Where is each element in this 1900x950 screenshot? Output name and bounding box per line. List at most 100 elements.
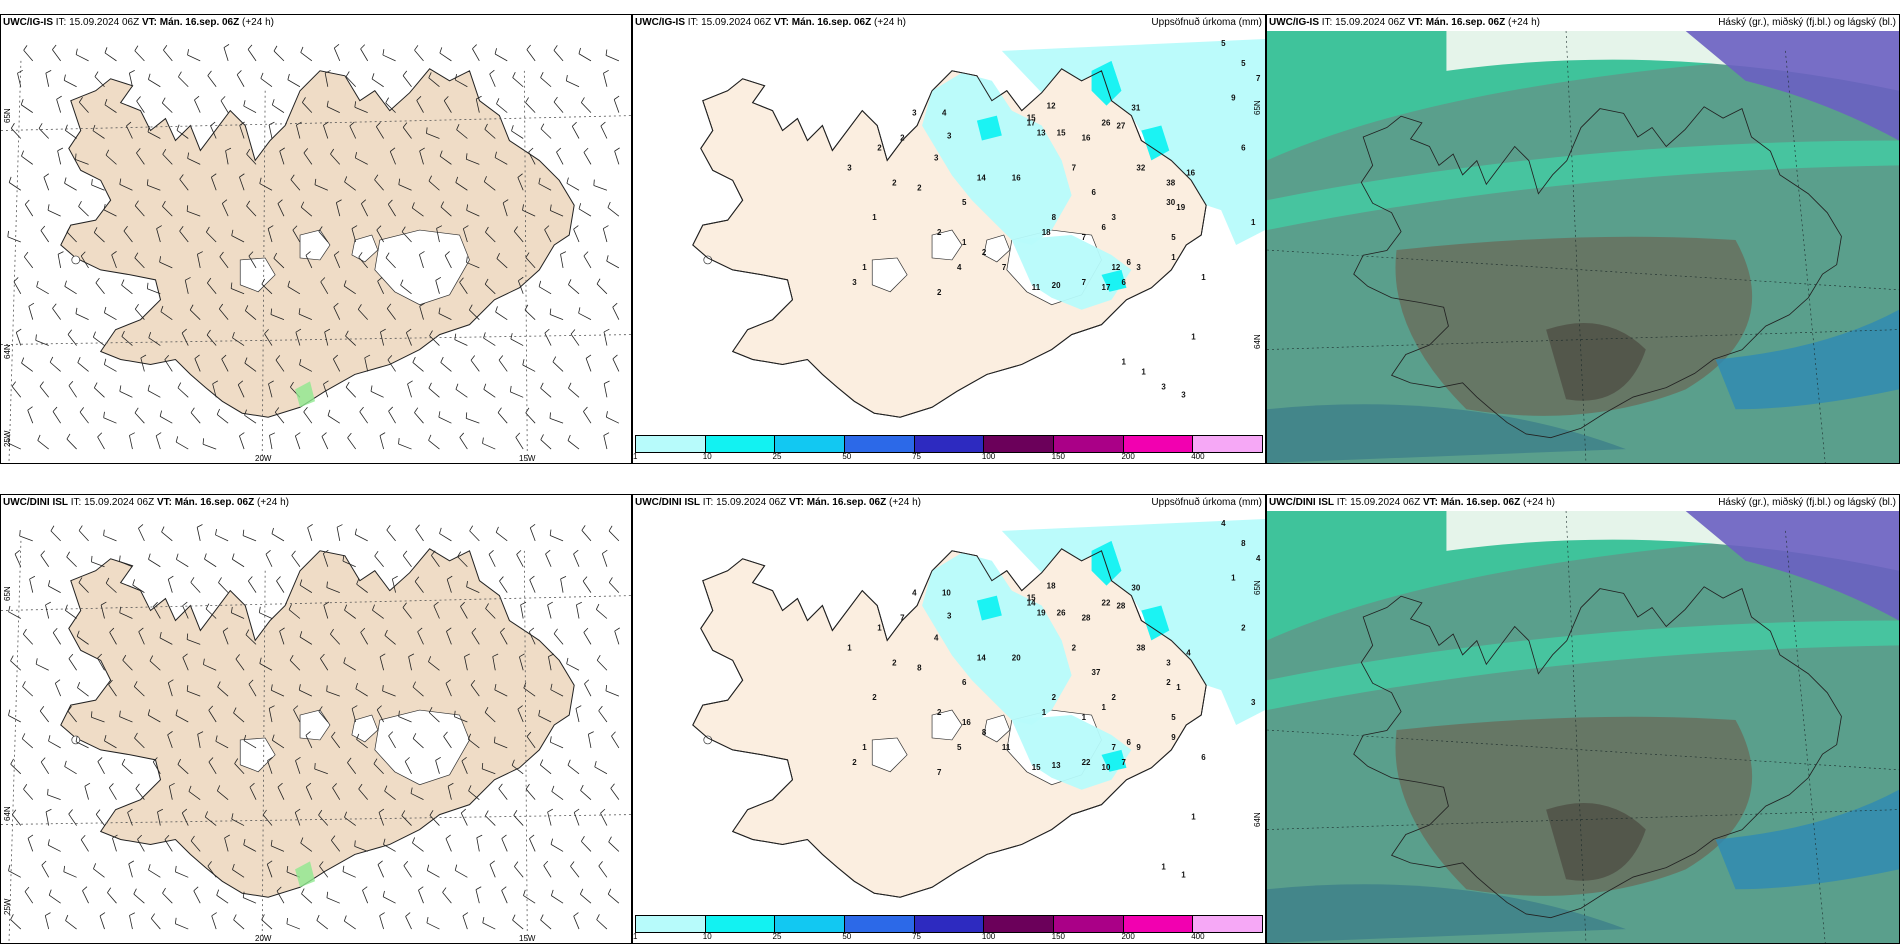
precip-value-label: 7 [1002, 263, 1007, 272]
cloud-map[interactable] [1267, 31, 1899, 463]
precip-value-label: 1 [1251, 218, 1256, 227]
wind-map[interactable] [1, 31, 631, 463]
colorbar-swatch [1193, 436, 1263, 452]
lon-label-15w: 15W [519, 454, 536, 463]
precip-value-label: 14 [977, 653, 986, 662]
precip-value-label: 15 [1027, 594, 1036, 603]
precip-value-label: 6 [1126, 738, 1131, 747]
precip-value-label: 6 [1102, 223, 1107, 232]
precip-value-label: 1 [1082, 713, 1087, 722]
precip-value-label: 7 [1082, 233, 1087, 242]
lon-label-25w: 25W [3, 430, 12, 447]
colorbar-tick-label: 75 [912, 452, 922, 461]
precip-value-label: 3 [1181, 390, 1186, 399]
precip-value-label: 1 [1191, 813, 1196, 822]
precip-value-label: 1 [1161, 862, 1166, 871]
cloud-map-svg [1267, 31, 1899, 463]
colorbar-swatch [636, 436, 706, 452]
precip-value-label: 2 [937, 288, 942, 297]
precip-value-label: 14 [1027, 599, 1036, 608]
lat-label-65n: 65N [1253, 580, 1262, 595]
precip-value-label: 2 [917, 183, 922, 192]
precip-value-label: 2 [852, 758, 857, 767]
precip-value-label: 6 [1126, 258, 1131, 267]
wind-map-panel-row1: UWC/IG-IS IT: 15.09.2024 06Z VT: Mán. 16… [0, 14, 632, 464]
precip-value-label: 4 [912, 589, 917, 598]
panel-header: UWC/IG-IS IT: 15.09.2024 06Z VT: Mán. 16… [1, 15, 631, 31]
precip-value-label: 1 [1171, 253, 1176, 262]
panel-header: UWC/DINI ISL IT: 15.09.2024 06Z VT: Mán.… [633, 495, 1265, 511]
lon-label-20w: 20W [255, 934, 272, 943]
colorbar-swatch [984, 916, 1055, 932]
precip-value-label: 31 [1131, 104, 1140, 113]
precip-colorbar: 1 10 25 50 75 100 150 200 400 [633, 915, 1265, 943]
precip-value-label: 26 [1057, 609, 1066, 618]
colorbar-swatch [845, 436, 915, 452]
precip-value-label: 3 [1111, 213, 1116, 222]
precip-map-panel-row1: UWC/IG-IS IT: 15.09.2024 06Z VT: Mán. 16… [632, 14, 1266, 464]
precip-value-label: 1 [877, 623, 882, 632]
lat-label-65n: 65N [1253, 100, 1262, 115]
precip-value-label: 15 [1027, 114, 1036, 123]
precip-value-label: 8 [982, 728, 987, 737]
lat-label-64n: 64N [3, 806, 12, 821]
precip-value-label: 4 [1221, 519, 1226, 528]
precip-value-label: 3 [947, 132, 952, 141]
precip-value-label: 20 [1012, 653, 1021, 662]
precip-value-label: 8 [1241, 539, 1246, 548]
panel-header: UWC/IG-IS IT: 15.09.2024 06Z VT: Mán. 16… [633, 15, 1265, 31]
colorbar-swatch [1193, 916, 1263, 932]
lat-lon-grid [1, 60, 631, 463]
precip-value-label: 7 [1082, 278, 1087, 287]
wind-barbs-map [1, 44, 631, 463]
colorbar-tick-label: 200 [1121, 932, 1135, 941]
colorbar-tick-label: 25 [772, 452, 782, 461]
colorbar-tick-label: 10 [702, 452, 712, 461]
colorbar-tick-label: 50 [842, 452, 852, 461]
precip-value-label: 6 [962, 678, 967, 687]
panel-header: UWC/DINI ISL IT: 15.09.2024 06Z VT: Mán.… [1, 495, 631, 511]
precip-value-label: 19 [1037, 609, 1046, 618]
lat-lon-grid [1, 540, 631, 943]
precip-value-label: 2 [872, 693, 877, 702]
precip-value-label: 13 [1052, 761, 1061, 770]
lon-label-15w: 15W [519, 934, 536, 943]
precip-value-label: 12 [1047, 102, 1056, 111]
cloud-layers [1267, 511, 1899, 943]
precip-value-label: 10 [1102, 763, 1111, 772]
precip-value-label: 14 [977, 173, 986, 182]
precip-value-label: 9 [1136, 743, 1141, 752]
precip-value-label: 30 [1131, 584, 1140, 593]
precip-value-label: 12 [1111, 263, 1120, 272]
precip-value-label: 4 [1256, 554, 1261, 563]
precip-title: Uppsöfnuð úrkoma (mm) [1151, 497, 1262, 508]
precip-value-label: 1 [1102, 703, 1107, 712]
colorbar-swatch [845, 916, 915, 932]
precip-map[interactable]: 3 2 4 3 3 2 14 5 16 17 12 15 13 15 16 26 27 31 32 6 7 2 1 1 3 3 2 2… [633, 31, 1265, 463]
precip-value-label: 38 [1166, 178, 1175, 187]
precip-value-label: 18 [1042, 228, 1051, 237]
cloud-layers [1267, 31, 1899, 463]
precip-value-label: 1 [1191, 333, 1196, 342]
colorbar-swatch [1054, 916, 1124, 932]
cloud-map[interactable] [1267, 511, 1899, 943]
precip-value-label: 1 [872, 213, 877, 222]
colorbar-swatch [636, 916, 706, 932]
wind-map[interactable] [1, 511, 631, 943]
precip-value-label: 1 [1201, 273, 1206, 282]
precip-value-label: 6 [1241, 143, 1246, 152]
wind-map-panel-row2: UWC/DINI ISL IT: 15.09.2024 06Z VT: Mán.… [0, 494, 632, 944]
model-name: UWC/IG-IS [3, 17, 53, 28]
precip-value-label: 19 [1176, 203, 1185, 212]
wind-barbs-map [1, 524, 631, 943]
precip-value-label: 18 [1047, 582, 1056, 591]
precip-value-label: 2 [892, 178, 897, 187]
precip-value-label: 7 [1256, 74, 1261, 83]
colorbar-tick-label: 25 [772, 932, 782, 941]
precip-value-label: 1 [862, 263, 867, 272]
precip-value-label: 6 [1092, 188, 1097, 197]
precip-map[interactable]: 4 7 10 3 4 8 14 6 20 14 18 15 19 26 28 22 28 30 38 37 2 1 2 1 1 2… [633, 511, 1265, 943]
precip-value-label: 5 [1171, 713, 1176, 722]
precip-value-label: 15 [1057, 129, 1066, 138]
